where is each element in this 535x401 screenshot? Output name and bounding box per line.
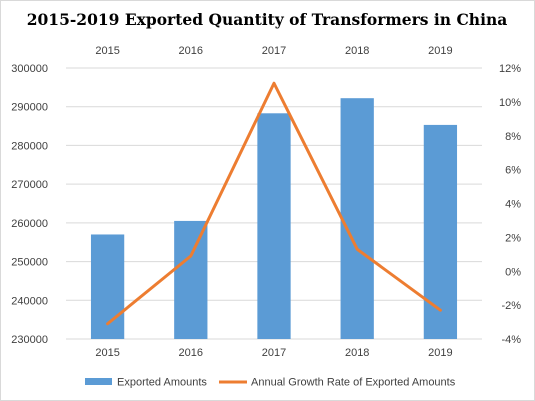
y-left-tick-label: 270000 xyxy=(11,179,48,191)
x-top-tick-label: 2015 xyxy=(95,45,119,57)
y-left-tick-label: 290000 xyxy=(11,102,48,114)
y-left-tick-label: 230000 xyxy=(11,334,48,346)
y-left-tick-label: 300000 xyxy=(11,63,48,75)
y-left-tick-label: 260000 xyxy=(11,218,48,230)
x-bottom-tick-label: 2019 xyxy=(428,347,452,359)
x-top-tick-label: 2016 xyxy=(179,45,203,57)
bar-series xyxy=(90,98,458,339)
x-bottom-tick-label: 2017 xyxy=(262,347,286,359)
y-right-tick-label: -4% xyxy=(501,334,521,346)
y-left-tick-label: 240000 xyxy=(11,295,48,307)
x-bottom-tick-label: 2015 xyxy=(95,347,119,359)
x-bottom-tick-label: 2016 xyxy=(179,347,203,359)
bar xyxy=(257,113,291,339)
chart-title: 2015-2019 Exported Quantity of Transform… xyxy=(27,10,508,29)
legend-label: Annual Growth Rate of Exported Amounts xyxy=(251,377,456,389)
x-bottom-tick-label: 2018 xyxy=(345,347,369,359)
line-series xyxy=(106,81,442,326)
bar xyxy=(174,220,208,339)
y-left-tick-label: 250000 xyxy=(11,257,48,269)
growth-rate-line xyxy=(106,81,442,326)
bar xyxy=(423,124,458,339)
bar xyxy=(340,98,374,339)
legend: Exported Amounts Annual Growth Rate of Ex… xyxy=(85,377,456,389)
axes: 230000 240000 250000 260000 270000 280000 2900… xyxy=(11,45,521,359)
bar xyxy=(90,234,125,339)
y-right-tick-label: 10% xyxy=(499,97,521,109)
y-right-tick-label: 12% xyxy=(499,63,521,75)
x-top-tick-label: 2017 xyxy=(262,45,286,57)
y-right-tick-label: 6% xyxy=(505,165,521,177)
x-top-tick-label: 2019 xyxy=(428,45,452,57)
x-top-tick-label: 2018 xyxy=(345,45,369,57)
y-right-tick-label: 4% xyxy=(505,199,521,211)
y-left-tick-label: 280000 xyxy=(11,140,48,152)
y-right-tick-label: 0% xyxy=(505,266,521,278)
y-right-tick-label: 8% xyxy=(505,131,521,143)
legend-swatch-bar xyxy=(85,378,112,385)
y-right-tick-label: 2% xyxy=(505,232,521,244)
y-right-tick-label: -2% xyxy=(501,300,521,312)
legend-label: Exported Amounts xyxy=(117,377,207,389)
